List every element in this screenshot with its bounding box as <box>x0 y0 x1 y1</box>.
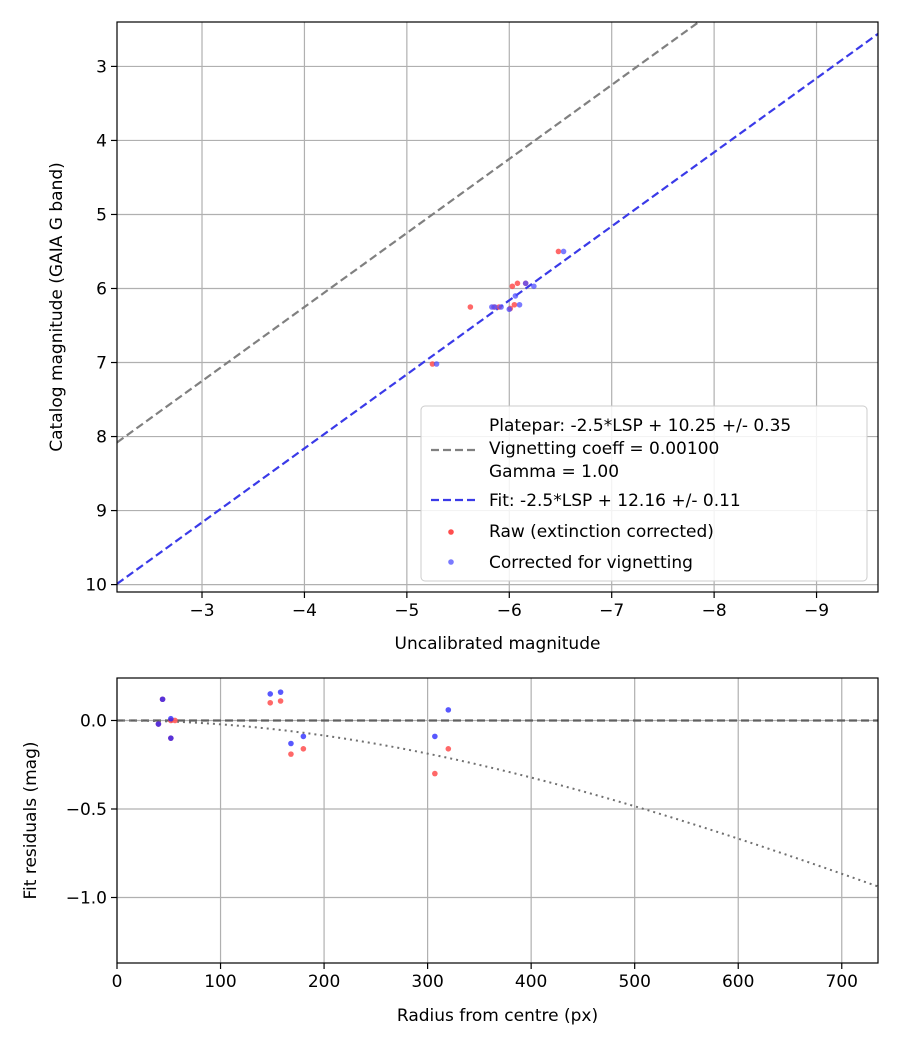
x-tick-label: −5 <box>394 601 419 621</box>
y-tick-label: 7 <box>96 354 107 374</box>
raw-point <box>429 361 436 367</box>
legend-corrected-label: Corrected for vignetting <box>489 553 693 573</box>
corrected-point <box>168 715 174 722</box>
y-tick-label: 6 <box>96 279 107 299</box>
y-axis-label: Fit residuals (mag) <box>21 742 41 900</box>
x-tick-label: −7 <box>599 601 624 621</box>
raw-point <box>267 699 274 706</box>
y-tick-label: 5 <box>96 205 107 225</box>
x-tick-label: 500 <box>618 972 650 992</box>
corrected-point <box>433 361 440 367</box>
corrected-point <box>492 304 498 310</box>
corrected-point <box>516 301 523 308</box>
corrected-point <box>267 691 274 697</box>
y-tick-label: 0.0 <box>80 711 107 731</box>
corrected-point <box>498 304 504 310</box>
corrected-point <box>277 689 284 695</box>
raw-point <box>467 304 474 310</box>
legend: Platepar: -2.5*LSP + 10.25 +/- 0.35 Vigne… <box>420 405 868 582</box>
legend-box <box>420 405 868 582</box>
y-tick-label: 10 <box>85 576 107 596</box>
raw-point <box>288 751 294 757</box>
y-tick-label: −0.5 <box>66 800 107 820</box>
x-tick-label: −3 <box>189 601 214 621</box>
legend-raw-label: Raw (extinction corrected) <box>489 522 714 542</box>
x-tick-label: 300 <box>411 972 443 992</box>
legend-corrected-swatch <box>448 559 454 565</box>
plot-area <box>117 689 878 888</box>
x-tick-label: −6 <box>497 601 522 621</box>
y-tick-label: 4 <box>96 131 107 151</box>
plot-frame <box>116 21 879 593</box>
legend-raw-swatch <box>448 529 454 535</box>
corrected-point <box>445 707 452 713</box>
plot-frame <box>116 677 879 964</box>
calibration-plot: −3 −4 −5 −6 −7 −8 −9 3 4 5 6 7 8 9 10 Uncalibrated magn… <box>47 21 879 654</box>
corrected-point <box>506 306 513 313</box>
x-tick-label: 600 <box>722 972 754 992</box>
residuals-plot: 0 100 200 300 400 500 600 700 0.0 −0.5 −1.0 Radius … <box>21 677 879 1026</box>
y-tick-label: 8 <box>96 428 107 448</box>
raw-point <box>509 283 516 290</box>
raw-point <box>432 770 438 777</box>
legend-vignetting-label: Vignetting coeff = 0.00100 <box>489 439 719 459</box>
corrected-point <box>155 721 162 727</box>
x-tick-label: 0 <box>112 972 123 992</box>
plot-area <box>117 22 878 585</box>
corrected-point <box>512 293 519 299</box>
x-tick-label: 400 <box>515 972 547 992</box>
corrected-point <box>288 740 294 747</box>
corrected-point <box>531 283 537 290</box>
x-tick-label: −4 <box>292 601 317 621</box>
y-tick-label: 9 <box>96 502 107 522</box>
x-axis-label: Radius from centre (px) <box>397 1006 598 1026</box>
legend-platepar-label: Platepar: -2.5*LSP + 10.25 +/- 0.35 <box>489 416 791 436</box>
vignetting-curve <box>117 719 878 888</box>
x-tick-label: 700 <box>826 972 858 992</box>
platepar-line <box>117 22 701 444</box>
raw-point <box>445 746 452 752</box>
legend-fit-label: Fit: -2.5*LSP + 12.16 +/- 0.11 <box>489 491 741 511</box>
raw-point <box>555 248 562 255</box>
corrected-point <box>168 735 174 741</box>
x-tick-label: 200 <box>308 972 340 992</box>
x-tick-label: −9 <box>804 601 829 621</box>
y-tick-label: 3 <box>96 57 107 77</box>
corrected-point <box>522 280 529 287</box>
x-tick-label: −8 <box>702 601 727 621</box>
y-axis-label: Catalog magnitude (GAIA G band) <box>47 162 67 452</box>
legend-gamma-label: Gamma = 1.00 <box>489 462 619 482</box>
corrected-point <box>432 733 438 740</box>
corrected-point <box>300 733 307 740</box>
corrected-point <box>159 696 166 703</box>
raw-point <box>277 698 284 704</box>
raw-point <box>511 301 518 308</box>
raw-point <box>300 746 307 752</box>
x-tick-label: 100 <box>204 972 236 992</box>
y-tick-label: −1.0 <box>66 889 107 909</box>
raw-point <box>514 280 521 287</box>
corrected-point <box>560 248 567 255</box>
x-axis-label: Uncalibrated magnitude <box>395 634 601 654</box>
